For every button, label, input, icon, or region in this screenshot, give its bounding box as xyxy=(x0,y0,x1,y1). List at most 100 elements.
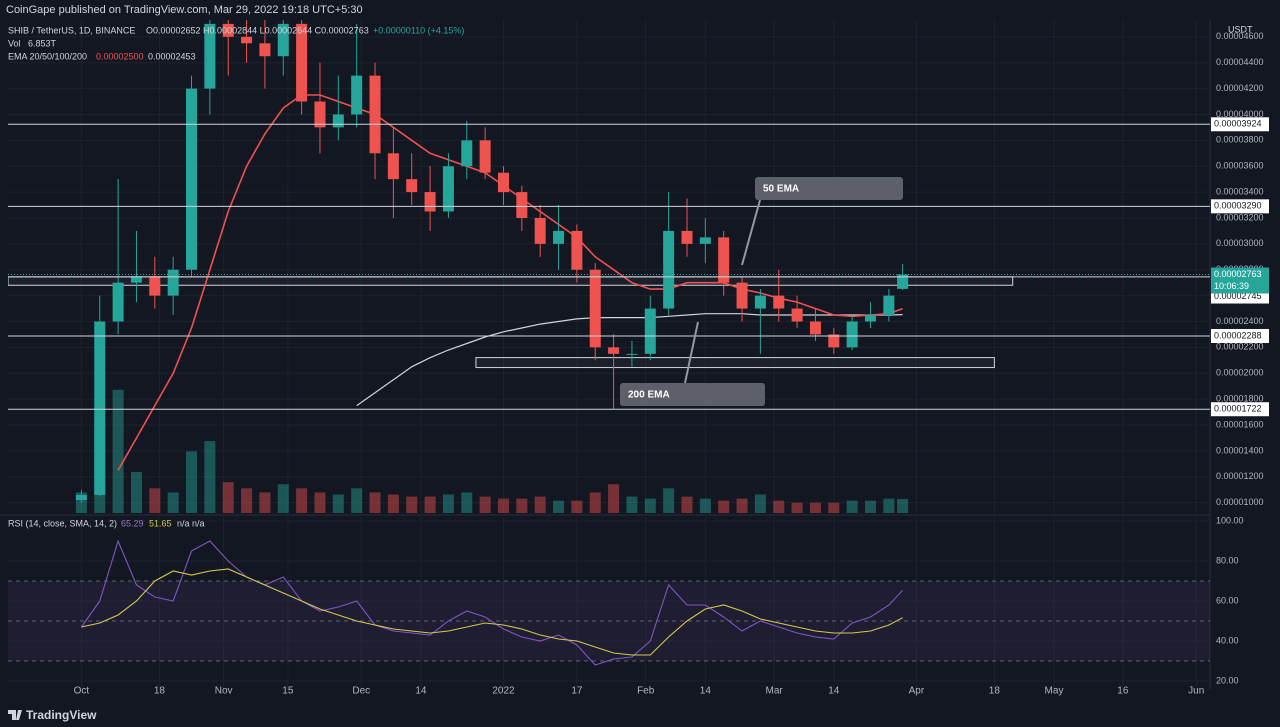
level-label-bg xyxy=(1211,199,1269,214)
x-tick-label: Nov xyxy=(215,686,233,697)
logo xyxy=(8,710,22,720)
candle-body xyxy=(442,166,454,212)
candle-body xyxy=(277,23,289,57)
top-bar xyxy=(0,0,1280,20)
y-tick-label: 0.00004200 xyxy=(1216,83,1264,93)
symbol: SHIB / TetherUS, 1D, BINANCE xyxy=(8,25,135,35)
y-tick-label: 0.00003000 xyxy=(1216,238,1264,248)
candle-body xyxy=(94,321,106,495)
candle-body xyxy=(461,140,473,167)
volume-bar xyxy=(699,498,711,513)
candle-body xyxy=(534,217,546,244)
candle-body xyxy=(791,308,803,322)
volume-bar xyxy=(186,451,198,513)
candle-body xyxy=(897,274,909,289)
volume-bar xyxy=(424,496,436,513)
callout-pointer xyxy=(741,199,761,266)
volume-bar xyxy=(644,498,656,513)
volume-bar xyxy=(387,494,399,513)
volume-bar xyxy=(516,498,528,513)
y-tick-label: 0.00001000 xyxy=(1216,497,1264,507)
y-tick-label: 0.00003200 xyxy=(1216,212,1264,222)
candle-body xyxy=(75,494,87,501)
y-tick-label: 60.00 xyxy=(1216,595,1239,605)
published-note: CoinGape published on TradingView.com, M… xyxy=(6,4,363,16)
candle-body xyxy=(369,75,381,154)
zone xyxy=(475,357,995,369)
footer-bar xyxy=(0,703,1280,727)
volume-bar xyxy=(589,492,601,513)
candle-body xyxy=(479,140,491,173)
volume-bar xyxy=(883,498,895,513)
volume-bar xyxy=(241,488,253,513)
candle-body xyxy=(864,315,877,322)
volume-value: 6.853T xyxy=(28,38,57,48)
candle-body xyxy=(754,295,766,309)
axes: Oct 18 Nov 15 Dec 14 2022 17 Feb 14 Mar 14 Apr 18 May 1… xyxy=(74,31,1269,697)
x-tick-label: May xyxy=(1045,686,1064,697)
candle-body xyxy=(424,192,436,212)
countdown: 10:06:39 xyxy=(1214,281,1249,291)
candle-body xyxy=(571,230,583,270)
y-tick-label: 0.00004400 xyxy=(1216,57,1264,67)
candle-body xyxy=(644,308,656,354)
volume-bar xyxy=(332,494,344,513)
level-label: 0.00002288 xyxy=(1214,330,1262,340)
candle-body xyxy=(222,23,234,37)
volume-bar xyxy=(663,488,675,513)
candle-body xyxy=(589,269,601,348)
x-tick-label: 14 xyxy=(828,686,840,697)
candle-body xyxy=(296,23,308,102)
volume-bar xyxy=(167,492,179,513)
series-line xyxy=(81,568,903,656)
volume-bar xyxy=(442,494,454,513)
x-tick-label: Mar xyxy=(766,686,784,697)
y-tick-label: 0.00003600 xyxy=(1216,161,1264,171)
last-price: 0.00002763 xyxy=(1214,269,1262,279)
candle-body xyxy=(663,230,675,309)
rsi-value: 65.29 xyxy=(121,518,144,528)
candle-body xyxy=(387,153,399,180)
volume-title: Vol xyxy=(8,38,21,48)
candle-body xyxy=(112,282,124,322)
rsi-extra: n/a n/a xyxy=(177,518,205,528)
ema-title: EMA 20/50/100/200 xyxy=(8,51,87,61)
change: +0.00000110 (+4.15%) xyxy=(373,25,464,35)
x-tick-label: 14 xyxy=(700,686,712,697)
x-tick-label: Dec xyxy=(352,686,370,697)
candle-body xyxy=(608,347,620,354)
last-price-bg xyxy=(1211,267,1269,294)
candle-body xyxy=(736,282,748,309)
candle-body xyxy=(699,237,711,244)
volume-bar xyxy=(259,492,271,513)
y-tick-label: 0.00001200 xyxy=(1216,471,1264,481)
volume-bar xyxy=(130,471,142,513)
currency: USDT xyxy=(1228,24,1253,34)
volume-bar xyxy=(406,496,418,513)
volume-bar xyxy=(112,389,124,513)
y-tick-label: 20.00 xyxy=(1216,675,1239,685)
x-tick-label: 18 xyxy=(989,686,1001,697)
volume-bar xyxy=(479,496,491,513)
candle-body xyxy=(809,321,821,335)
volume-bar xyxy=(553,500,565,513)
candle-body xyxy=(351,75,363,115)
volume-bar xyxy=(204,441,216,513)
candle-body xyxy=(332,114,344,128)
level-label: 0.00001722 xyxy=(1214,404,1262,414)
series-line xyxy=(80,539,904,666)
candle-body xyxy=(718,237,730,283)
y-tick-label: 0.00001800 xyxy=(1216,394,1264,404)
volume-bar xyxy=(75,492,87,513)
x-tick-label: Apr xyxy=(909,686,925,697)
brand: TradingView xyxy=(26,708,97,722)
volume-bar xyxy=(864,500,877,513)
volume-bar xyxy=(626,496,638,513)
rsi-title: RSI (14, close, SMA, 14, 2) xyxy=(8,518,117,528)
y-tick-label: 40.00 xyxy=(1216,635,1239,645)
callout-text: 50 EMA xyxy=(763,184,799,195)
candle-body xyxy=(497,172,509,193)
ohlc: O0.00002652 H0.00002844 L0.00002644 C0.0… xyxy=(146,25,369,35)
volume-bar xyxy=(846,500,858,513)
